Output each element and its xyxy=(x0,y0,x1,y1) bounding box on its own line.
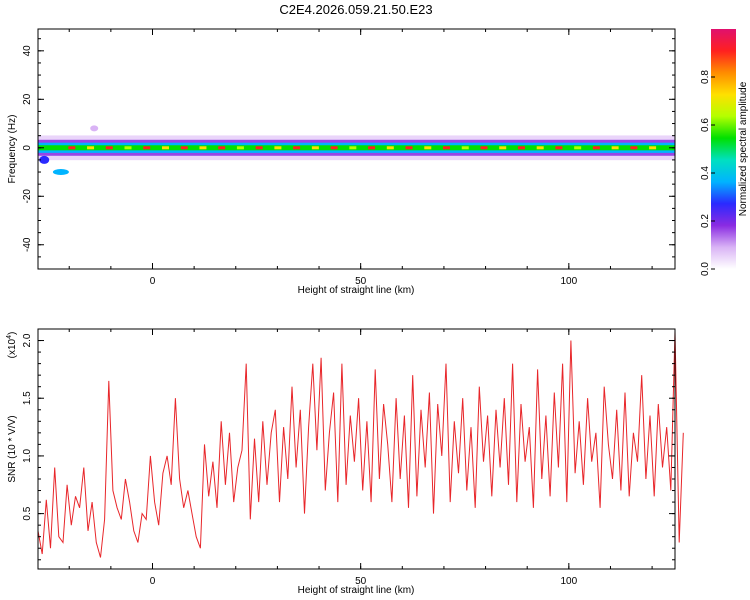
snr-x-ticks: 0 50 100 xyxy=(68,329,653,587)
spectrogram-axes-frame xyxy=(37,28,676,270)
snr-scale-note: (x104) xyxy=(6,332,18,359)
band-hotspot xyxy=(274,146,282,150)
snr-axes-frame xyxy=(37,328,676,570)
colorbar-tick-label: 0.2 xyxy=(700,214,711,228)
band-hotspot xyxy=(480,146,488,150)
snr-x-axis-label: Height of straight line (km) xyxy=(298,585,415,596)
band-hotspot xyxy=(499,146,507,150)
spectrogram-x-tick-label: 0 xyxy=(150,276,156,287)
band-hotspot xyxy=(461,146,469,150)
spectrogram-x-ticks: 0 50 100 xyxy=(68,29,653,287)
band-hotspot xyxy=(68,146,76,150)
band-hotspot xyxy=(536,146,544,150)
snr-y-axis-label: SNR (10 * V/V) xyxy=(7,415,18,482)
colorbar-ticks: 0.0 0.2 0.4 0.6 0.8 xyxy=(700,70,715,276)
band-hotspot xyxy=(255,146,263,150)
colorbar-label: Normalized spectral amplitude xyxy=(738,81,749,216)
snr-y-tick-label: 1.0 xyxy=(22,449,33,463)
band-hotspot xyxy=(592,146,600,150)
band-hotspot xyxy=(649,146,657,150)
colorbar-tick-label: 0.4 xyxy=(700,166,711,180)
band-hotspot xyxy=(293,146,301,150)
spectrogram-y-tick-label: 0 xyxy=(22,145,33,151)
spectrogram-y-ticks: -40 -20 0 20 40 xyxy=(22,38,675,270)
spectrogram-y-tick-label: -20 xyxy=(22,189,33,204)
snr-series-line xyxy=(37,331,684,558)
band-hotspot xyxy=(424,146,432,150)
band-hotspot xyxy=(405,146,413,150)
spectrogram-x-axis-label: Height of straight line (km) xyxy=(298,285,415,296)
band-hotspot xyxy=(124,146,132,150)
chart-title: C2E4.2026.059.21.50.E23 xyxy=(279,2,432,17)
snr-x-tick-label: 0 xyxy=(150,576,156,587)
noise-blob xyxy=(39,155,50,164)
band-hotspot xyxy=(349,146,357,150)
spectrogram-y-tick-label: -40 xyxy=(22,237,33,252)
band-hotspot xyxy=(368,146,376,150)
snr-y-ticks: 0.5 1.0 1.5 2.0 xyxy=(22,333,675,561)
band-hotspot xyxy=(630,146,638,150)
band-hotspot xyxy=(180,146,188,150)
band-hotspot xyxy=(611,146,619,150)
spectrogram-y-tick-label: 20 xyxy=(22,93,33,105)
band-hotspot xyxy=(87,146,95,150)
band-inner xyxy=(38,145,675,151)
svg-text:(x104): (x104) xyxy=(6,332,18,359)
snr-x-tick-label: 100 xyxy=(560,576,577,587)
spectrogram-x-tick-label: 50 xyxy=(355,276,367,287)
band-hotspot xyxy=(330,146,338,150)
band-hotspot xyxy=(555,146,563,150)
snr-panel: 0 50 100 0.5 1.0 1.5 2.0 Height of straight l… xyxy=(6,328,684,596)
colorbar-gradient xyxy=(711,29,736,269)
band-hotspot xyxy=(386,146,394,150)
colorbar-tick-label: 0.8 xyxy=(700,70,711,84)
colorbar-tick-label: 0.0 xyxy=(700,262,711,276)
snr-y-tick-label: 1.5 xyxy=(22,391,33,405)
spectrogram-heatmap xyxy=(38,125,675,176)
band-hotspot xyxy=(161,146,169,150)
spectrogram-x-tick-label: 100 xyxy=(560,276,577,287)
noise-blob xyxy=(90,125,99,132)
spectrogram-panel: 0 50 100 -40 -20 0 20 40 Height of straight li… xyxy=(7,28,676,296)
band-hotspot xyxy=(105,146,113,150)
spectrogram-y-axis-label: Frequency (Hz) xyxy=(7,115,18,184)
band-hotspot xyxy=(218,146,226,150)
snr-y-tick-label: 2.0 xyxy=(22,333,33,347)
band-hotspot xyxy=(199,146,207,150)
band-hotspot xyxy=(443,146,451,150)
snr-y-tick-label: 0.5 xyxy=(22,506,33,520)
band-hotspot xyxy=(311,146,319,150)
spectrogram-y-tick-label: 40 xyxy=(22,45,33,57)
band-hotspot xyxy=(517,146,525,150)
band-hotspot xyxy=(143,146,151,150)
noise-blob xyxy=(52,169,69,176)
band-hotspot xyxy=(236,146,244,150)
snr-x-tick-label: 50 xyxy=(355,576,367,587)
band-hotspot xyxy=(574,146,582,150)
colorbar: 0.0 0.2 0.4 0.6 0.8 Normalized spectral ampl… xyxy=(700,29,749,276)
colorbar-tick-label: 0.6 xyxy=(700,118,711,132)
